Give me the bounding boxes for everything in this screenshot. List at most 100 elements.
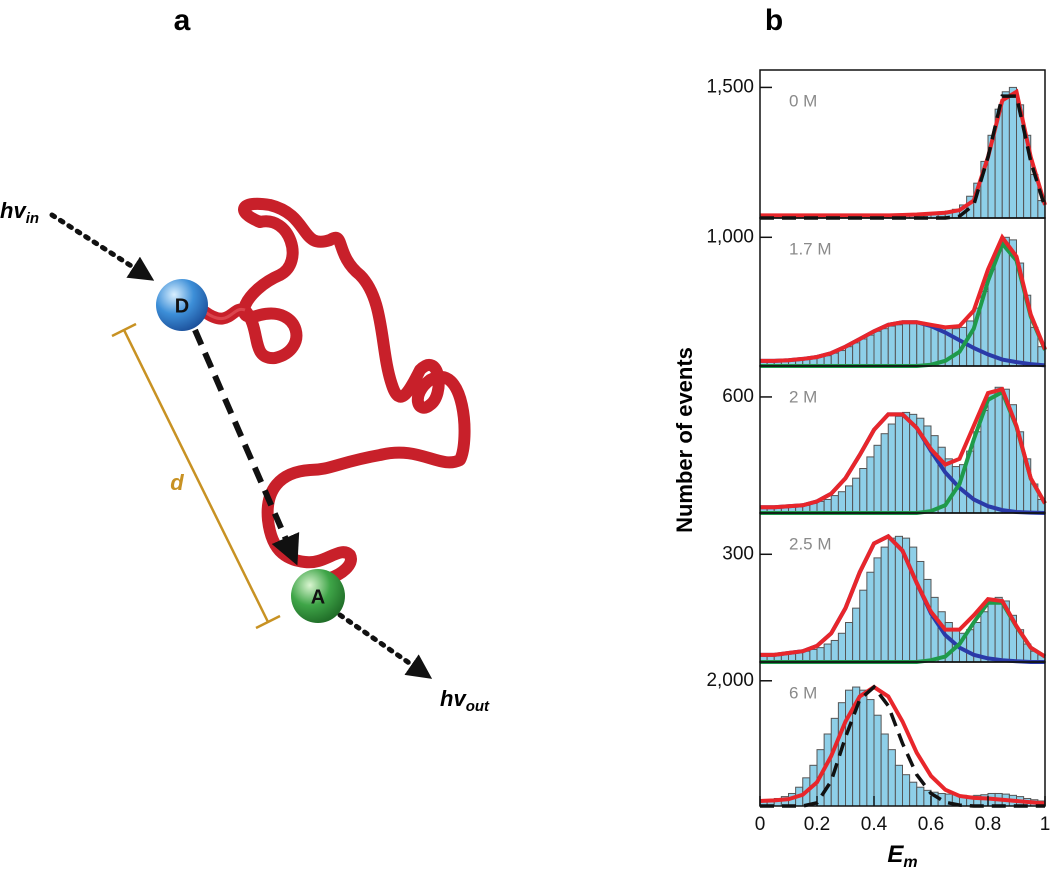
bar bbox=[1001, 236, 1010, 367]
bar bbox=[994, 596, 1003, 663]
bar bbox=[894, 415, 903, 514]
transfer-arrow bbox=[192, 328, 300, 566]
hv-out-sub: out bbox=[466, 698, 490, 715]
bar bbox=[951, 328, 960, 367]
hv-out-label: hvout bbox=[440, 686, 490, 715]
acceptor-label: A bbox=[311, 586, 325, 608]
bar bbox=[930, 596, 939, 663]
bar bbox=[830, 639, 839, 663]
fit-curve bbox=[760, 533, 1047, 659]
bar bbox=[994, 386, 1003, 514]
y-tick-label: 600 bbox=[722, 386, 754, 407]
x-tick-label: 0.8 bbox=[975, 814, 1001, 835]
bar bbox=[830, 495, 839, 514]
bar bbox=[887, 537, 896, 663]
x-axis-label-sub: m bbox=[903, 854, 917, 871]
x-tick-label: 0 bbox=[755, 814, 766, 835]
hv-in-base: hv bbox=[0, 198, 27, 223]
bar bbox=[866, 571, 875, 663]
bar bbox=[923, 578, 932, 663]
panel-label: b bbox=[765, 4, 783, 37]
bar bbox=[837, 632, 846, 663]
bar bbox=[894, 324, 903, 367]
bar bbox=[987, 600, 996, 663]
emission-arrow bbox=[337, 612, 433, 679]
hv-in-label: hvin bbox=[0, 198, 39, 227]
bar bbox=[823, 643, 832, 663]
bar bbox=[1001, 91, 1010, 219]
bar bbox=[902, 411, 911, 514]
bar bbox=[894, 535, 903, 663]
bar bbox=[823, 498, 832, 514]
donor bbox=[156, 279, 208, 331]
x-tick-label: 1 bbox=[1040, 814, 1050, 835]
bar bbox=[909, 321, 918, 367]
bar bbox=[902, 774, 911, 807]
y-tick-label: 2,000 bbox=[706, 670, 754, 691]
condition-label: 6 M bbox=[789, 683, 817, 702]
bar bbox=[873, 714, 882, 807]
chain-highlight bbox=[204, 307, 246, 320]
x-tick-label: 0.4 bbox=[861, 814, 888, 835]
fit-curve bbox=[760, 88, 1047, 218]
x-tick-label: 0.6 bbox=[918, 814, 944, 835]
bar bbox=[887, 423, 896, 514]
y-tick-label: 300 bbox=[722, 543, 754, 564]
bar bbox=[916, 560, 925, 663]
bar bbox=[845, 346, 854, 367]
bar bbox=[980, 611, 989, 663]
condition-label: 0 M bbox=[789, 91, 817, 110]
bar bbox=[859, 338, 868, 367]
y-tick-label: 1,000 bbox=[706, 226, 754, 247]
x-axis-label: Em bbox=[887, 841, 917, 871]
bar bbox=[852, 477, 861, 514]
bar bbox=[894, 764, 903, 807]
acceptor bbox=[291, 569, 345, 623]
bar bbox=[866, 699, 875, 807]
bar bbox=[873, 444, 882, 514]
distance-label: d bbox=[170, 470, 184, 495]
hv-out-base: hv bbox=[440, 686, 467, 711]
fit-curve bbox=[759, 684, 1046, 806]
bar bbox=[880, 328, 889, 367]
bar bbox=[887, 325, 896, 367]
donor-label: D bbox=[175, 295, 189, 317]
y-tick-label: 1,500 bbox=[706, 76, 754, 97]
distance-bracket bbox=[111, 322, 281, 630]
bar bbox=[866, 456, 875, 514]
condition-label: 2.5 M bbox=[789, 534, 832, 553]
bar bbox=[845, 485, 854, 514]
bar bbox=[916, 786, 925, 807]
bar bbox=[1008, 86, 1017, 219]
bar bbox=[830, 717, 839, 807]
bar bbox=[916, 321, 925, 367]
bar bbox=[837, 491, 846, 514]
fit-curve bbox=[760, 386, 1047, 510]
excitation-arrow bbox=[49, 212, 155, 281]
x-axis-label-base: E bbox=[887, 841, 904, 868]
plot-frame bbox=[759, 661, 1046, 807]
fit-curve bbox=[760, 233, 1047, 363]
bar bbox=[880, 546, 889, 663]
bar bbox=[859, 468, 868, 514]
bar bbox=[852, 607, 861, 663]
bar bbox=[873, 330, 882, 367]
bar bbox=[859, 589, 868, 663]
condition-label: 2 M bbox=[789, 387, 817, 406]
bar bbox=[994, 249, 1003, 367]
y-axis-label: Number of events bbox=[672, 347, 697, 533]
panel-label: a bbox=[174, 4, 191, 37]
bar bbox=[923, 323, 932, 367]
bar bbox=[866, 334, 875, 367]
bar bbox=[902, 323, 911, 367]
bar bbox=[987, 392, 996, 514]
bar bbox=[880, 433, 889, 514]
protein-chain bbox=[199, 197, 471, 584]
bar bbox=[837, 350, 846, 367]
bar bbox=[845, 622, 854, 663]
bar bbox=[852, 342, 861, 367]
bar bbox=[909, 781, 918, 807]
bar bbox=[859, 689, 868, 807]
x-tick-label: 0.2 bbox=[804, 814, 830, 835]
